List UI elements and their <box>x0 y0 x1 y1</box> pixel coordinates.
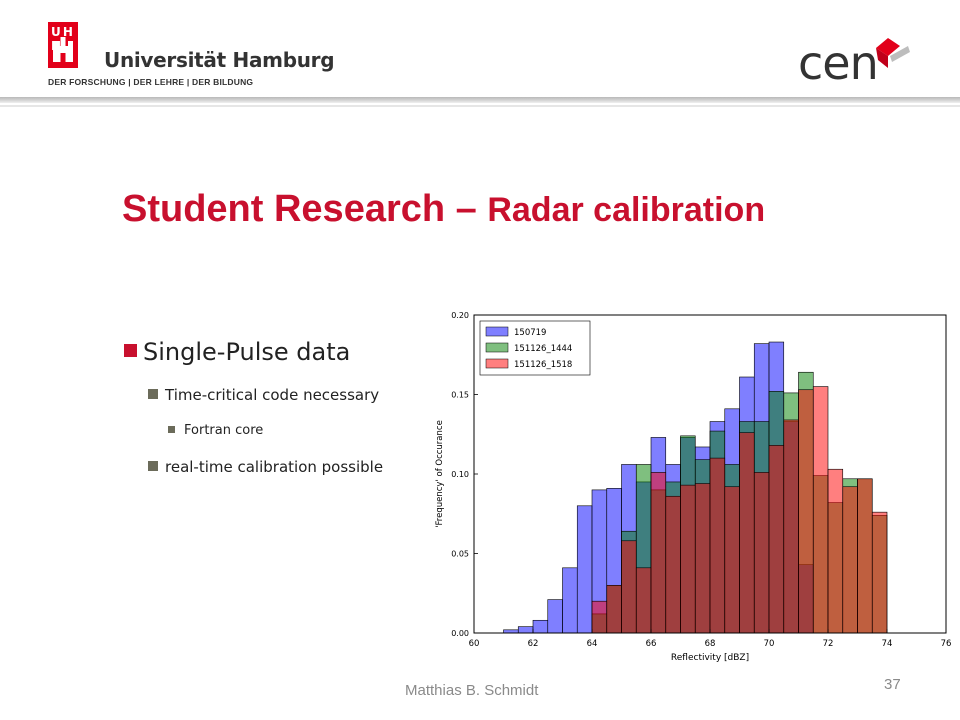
bar-151126_1518-15 <box>812 386 829 634</box>
footer-author: Matthias B. Schmidt <box>405 682 539 699</box>
bar-150719-2 <box>532 619 549 634</box>
header-divider-light <box>0 105 960 107</box>
x-tick-label: 66 <box>646 639 657 649</box>
bar-151126_1518-5 <box>665 495 681 634</box>
y-tick-label: 0.20 <box>451 311 469 320</box>
universitaet-hamburg-logo: U H H Universität Hamburg DER FORSCHUNG … <box>48 22 335 92</box>
bar-151126_1518-7 <box>694 483 711 634</box>
bullet-text: Single-Pulse data <box>143 338 351 366</box>
bar-151126_1518-18 <box>857 478 873 634</box>
bar-151126_1518-10 <box>739 432 755 634</box>
x-tick-label: 70 <box>764 639 775 649</box>
hamburg-castle-icon <box>53 37 73 62</box>
bar-151126_1518-17 <box>842 486 858 634</box>
x-tick-label: 68 <box>705 639 716 649</box>
bar-150719-1 <box>517 626 534 634</box>
bullet-text: Time-critical code necessary <box>165 386 380 404</box>
bullet-level2: real-time calibration possible <box>148 458 383 476</box>
chart-legend: 150719 151126_1444 151126_1518 <box>479 320 591 376</box>
bullet-level1: Single-Pulse data <box>124 338 350 366</box>
bullet-square-icon <box>124 343 137 357</box>
bar-151126_1518-11 <box>753 472 770 634</box>
y-tick-label: 0.10 <box>451 470 469 479</box>
reflectivity-histogram-chart: 60 62 64 66 68 70 72 74 76 0.00 0.05 0.10 0.15 0.20 R… <box>426 303 960 668</box>
bar-151126_1518-0 <box>591 600 608 634</box>
y-tick-label: 0.15 <box>451 391 469 400</box>
bullet-level2: Time-critical code necessary <box>148 386 379 404</box>
slide-title: Student Research – Radar calibration <box>122 188 765 231</box>
bar-151126_1518-13 <box>783 419 799 634</box>
chart-xlabel: Reflectivity [dBZ] <box>671 653 749 663</box>
bar-151126_1518-3 <box>635 567 652 634</box>
bullet-text: Fortran core <box>184 423 264 438</box>
y-tick-label: 0.05 <box>451 550 469 559</box>
cen-logo: cen <box>798 34 918 94</box>
chart-ylabel: 'Frequency' of Occurance <box>435 420 445 528</box>
bullet-text: real-time calibration possible <box>165 458 384 476</box>
university-name: Universität Hamburg <box>104 48 335 72</box>
bar-151126_1518-14 <box>798 389 814 634</box>
legend-swatch <box>485 342 509 353</box>
slide-title-part1: Student Research – <box>122 188 488 230</box>
bar-151126_1518-19 <box>871 511 888 634</box>
bar-151126_1518-8 <box>709 457 726 634</box>
bar-151126_1518-2 <box>621 540 637 634</box>
legend-swatch <box>485 358 509 369</box>
bar-151126_1518-1 <box>606 584 622 634</box>
x-tick-label: 74 <box>882 639 893 649</box>
x-tick-label: 72 <box>823 639 834 649</box>
bullet-square-icon <box>148 389 158 399</box>
bar-151126_1518-4 <box>650 472 667 634</box>
y-tick-label: 0.00 <box>451 629 469 638</box>
legend-label: 151126_1444 <box>514 344 572 354</box>
bullet-square-icon <box>148 461 158 471</box>
x-tick-label: 62 <box>528 639 539 649</box>
bar-150719-3 <box>547 599 563 634</box>
bar-151126_1518-16 <box>827 468 844 634</box>
bar-150719-5 <box>576 505 593 634</box>
cen-logo-text: cen <box>798 36 879 90</box>
slide-title-part2: Radar calibration <box>487 191 766 229</box>
bar-150719-4 <box>562 567 578 634</box>
uhh-logo-mark: U H H <box>48 22 78 68</box>
x-tick-label: 60 <box>469 639 480 649</box>
x-tick-label: 64 <box>587 639 598 649</box>
chart-ticks: 60 62 64 66 68 70 72 74 76 0.00 0.05 0.10 0.15 0.20 <box>451 311 951 649</box>
bar-151126_1518-9 <box>724 486 740 634</box>
university-motto: DER FORSCHUNG | DER LEHRE | DER BILDUNG <box>48 77 254 87</box>
legend-label: 151126_1518 <box>514 360 572 370</box>
header-divider <box>0 97 960 103</box>
bar-151126_1518-6 <box>680 484 696 634</box>
bullet-square-icon <box>168 425 175 433</box>
legend-label: 150719 <box>514 328 546 338</box>
bullet-level3: Fortran core <box>168 423 263 438</box>
cen-cube-icon <box>876 38 910 68</box>
page-number: 37 <box>884 676 901 693</box>
legend-swatch <box>485 326 509 337</box>
x-tick-label: 76 <box>941 639 952 649</box>
bar-151126_1518-12 <box>768 445 785 634</box>
